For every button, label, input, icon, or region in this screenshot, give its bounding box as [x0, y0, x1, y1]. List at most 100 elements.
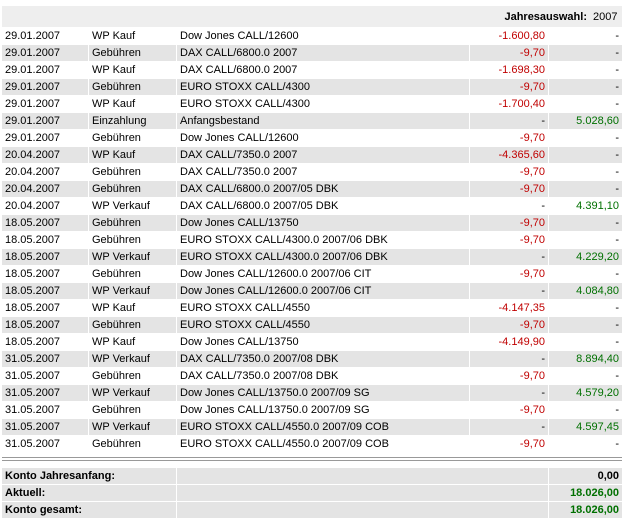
date-cell: 18.05.2007 [2, 283, 88, 299]
summary-spacer [177, 502, 548, 518]
debit-cell: - [470, 113, 548, 129]
date-cell: 18.05.2007 [2, 249, 88, 265]
credit-cell: - [615, 438, 619, 450]
type-cell: WP Kauf [92, 30, 136, 42]
description-cell: EURO STOXX CALL/4300 [177, 79, 469, 95]
date-cell: 29.01.2007 [5, 30, 61, 42]
type-cell: WP Verkauf [89, 249, 176, 265]
credit-cell: 5.028,60 [549, 113, 622, 129]
credit-cell: 4.579,20 [549, 385, 622, 401]
credit-cell: - [549, 79, 622, 95]
summary-label: Konto Jahresanfang: [2, 468, 176, 484]
credit-cell: - [549, 181, 622, 197]
credit-cell: - [615, 370, 619, 382]
description-cell: Dow Jones CALL/12600.0 2007/06 CIT [177, 283, 469, 299]
type-cell: WP Verkauf [92, 200, 150, 212]
credit-cell: 4.597,45 [549, 419, 622, 435]
description-cell: Anfangsbestand [177, 113, 469, 129]
description-cell: EURO STOXX CALL/4300.0 2007/06 DBK [180, 234, 388, 246]
type-cell: Gebühren [92, 166, 141, 178]
type-cell: Gebühren [89, 79, 176, 95]
date-cell: 18.05.2007 [5, 336, 61, 348]
description-cell: EURO STOXX CALL/4550.0 2007/09 COB [180, 438, 389, 450]
credit-cell: - [615, 166, 619, 178]
debit-cell: -9,70 [519, 166, 545, 178]
debit-cell: - [470, 385, 548, 401]
debit-cell: -9,70 [470, 215, 548, 231]
date-cell: 18.05.2007 [2, 317, 88, 333]
type-cell: Gebühren [92, 404, 141, 416]
debit-cell: - [470, 283, 548, 299]
type-cell: WP Verkauf [89, 283, 176, 299]
description-cell: DAX CALL/7350.0 2007 [177, 147, 469, 163]
debit-cell: -1.600,80 [498, 30, 545, 42]
debit-cell: -9,70 [470, 45, 548, 61]
credit-cell: - [549, 45, 622, 61]
debit-cell: -9,70 [519, 404, 545, 416]
credit-cell: - [549, 215, 622, 231]
description-cell: EURO STOXX CALL/4300 [180, 98, 311, 110]
summary-value: 18.026,00 [549, 485, 622, 501]
summary-value: 18.026,00 [549, 502, 622, 518]
description-cell: DAX CALL/6800.0 2007 [177, 45, 469, 61]
debit-cell: -1.698,30 [498, 64, 545, 76]
type-cell: Einzahlung [89, 113, 176, 129]
date-cell: 20.04.2007 [2, 147, 88, 163]
date-cell: 20.04.2007 [5, 166, 61, 178]
separator [2, 457, 622, 461]
debit-cell: -9,70 [470, 79, 548, 95]
credit-cell: - [615, 302, 619, 314]
debit-cell: -4.365,60 [470, 147, 548, 163]
type-cell: WP Verkauf [89, 351, 176, 367]
credit-cell: - [615, 30, 619, 42]
date-cell: 29.01.2007 [5, 98, 61, 110]
type-cell: WP Verkauf [89, 385, 176, 401]
description-cell: DAX CALL/6800.0 2007 [180, 64, 298, 76]
summary-value: 0,00 [549, 468, 622, 484]
description-cell: Dow Jones CALL/12600 [180, 132, 299, 144]
date-cell: 31.05.2007 [5, 438, 61, 450]
description-cell: DAX CALL/6800.0 2007/05 DBK [177, 181, 469, 197]
credit-cell: 8.894,40 [549, 351, 622, 367]
description-cell: EURO STOXX CALL/4550 [180, 302, 311, 314]
debit-cell: - [470, 249, 548, 265]
type-cell: Gebühren [92, 438, 141, 450]
type-cell: Gebühren [92, 268, 141, 280]
type-cell: WP Kauf [92, 64, 136, 76]
year-label: Jahresauswahl: [504, 11, 587, 23]
type-cell: Gebühren [89, 45, 176, 61]
year-select[interactable]: 2007 [593, 11, 618, 23]
date-cell: 18.05.2007 [5, 302, 61, 314]
header-bar [2, 6, 622, 27]
date-cell: 18.05.2007 [5, 268, 61, 280]
debit-cell: - [541, 200, 545, 212]
debit-cell: -9,70 [519, 438, 545, 450]
date-cell: 29.01.2007 [2, 45, 88, 61]
description-cell: Dow Jones CALL/13750.0 2007/09 SG [177, 385, 469, 401]
date-cell: 29.01.2007 [2, 113, 88, 129]
debit-cell: -1.700,40 [498, 98, 545, 110]
type-cell: Gebühren [92, 234, 141, 246]
type-cell: WP Kauf [92, 336, 136, 348]
description-cell: DAX CALL/7350.0 2007/08 DBK [177, 351, 469, 367]
date-cell: 31.05.2007 [2, 385, 88, 401]
type-cell: WP Verkauf [89, 419, 176, 435]
date-cell: 31.05.2007 [5, 370, 61, 382]
credit-cell: - [615, 64, 619, 76]
debit-cell: -9,70 [519, 268, 545, 280]
debit-cell: - [470, 351, 548, 367]
summary-label: Aktuell: [2, 485, 176, 501]
date-cell: 18.05.2007 [2, 215, 88, 231]
date-cell: 20.04.2007 [2, 181, 88, 197]
description-cell: Dow Jones CALL/12600 [180, 30, 299, 42]
credit-cell: 4.391,10 [576, 200, 619, 212]
description-cell: EURO STOXX CALL/4300.0 2007/06 DBK [177, 249, 469, 265]
description-cell: Dow Jones CALL/12600.0 2007/06 CIT [180, 268, 372, 280]
date-cell: 20.04.2007 [5, 200, 61, 212]
credit-cell: - [615, 404, 619, 416]
type-cell: Gebühren [92, 370, 141, 382]
description-cell: DAX CALL/7350.0 2007/08 DBK [180, 370, 339, 382]
type-cell: Gebühren [92, 132, 141, 144]
credit-cell: - [615, 132, 619, 144]
